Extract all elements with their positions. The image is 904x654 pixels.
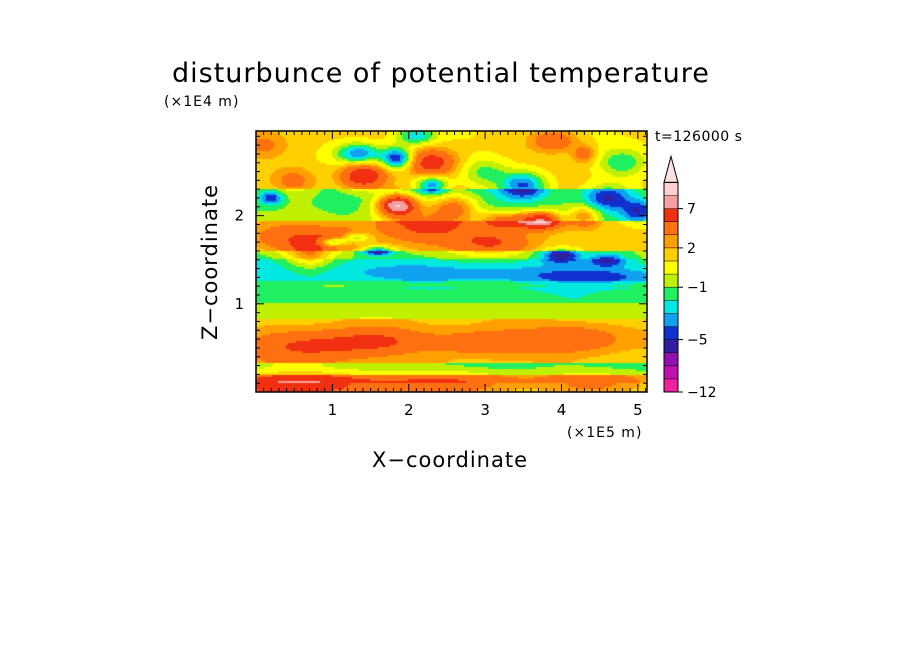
colorbar-swatch xyxy=(664,221,678,236)
colorbar-swatch xyxy=(664,208,678,222)
x-tick-label: 1 xyxy=(328,401,338,419)
colorbar: 7 2 −1 −5 −12 xyxy=(663,154,717,401)
colorbar-swatch xyxy=(664,195,678,209)
x-axis-label: X−coordinate xyxy=(372,448,528,472)
y-axis-label: Z−coordinate xyxy=(198,184,222,340)
y-tick-label: 2 xyxy=(234,207,244,225)
x-tick-label: 4 xyxy=(557,401,567,419)
colorbar-tick-label: −1 xyxy=(687,280,708,296)
colorbar-swatch xyxy=(664,234,678,249)
axis-ticks xyxy=(256,131,647,392)
x-unit-label: (×1E5 m) xyxy=(567,425,643,441)
plot-frame xyxy=(255,130,648,393)
colorbar-extend-arrow xyxy=(663,154,679,183)
colorbar-swatch xyxy=(664,352,678,367)
colorbar-tick-label: 7 xyxy=(687,202,696,218)
colorbar-swatch xyxy=(664,339,678,353)
colorbar-swatch xyxy=(664,378,678,393)
colorbar-swatch xyxy=(664,247,678,262)
colorbar-swatch xyxy=(664,300,678,314)
time-label: t=126000 s xyxy=(655,129,743,145)
colorbar-tick-label: −12 xyxy=(687,385,717,401)
colorbar-swatch xyxy=(664,313,678,327)
y-unit-label: (×1E4 m) xyxy=(164,94,240,110)
y-tick-label: 1 xyxy=(234,295,244,313)
colorbar-swatch xyxy=(664,326,678,340)
colorbar-swatch xyxy=(664,261,678,275)
colorbar-tick-label: 2 xyxy=(687,241,696,257)
chart-title: disturbunce of potential temperature xyxy=(172,58,710,89)
x-tick-label: 3 xyxy=(480,401,490,419)
colorbar-swatch xyxy=(664,274,678,288)
x-tick-label: 5 xyxy=(633,401,643,419)
x-tick-label: 2 xyxy=(404,401,414,419)
colorbar-swatch xyxy=(664,287,678,301)
colorbar-tick-label: −5 xyxy=(687,333,708,349)
colorbar-swatch xyxy=(664,182,678,196)
contour-field xyxy=(256,131,647,392)
colorbar-swatch xyxy=(664,365,678,380)
